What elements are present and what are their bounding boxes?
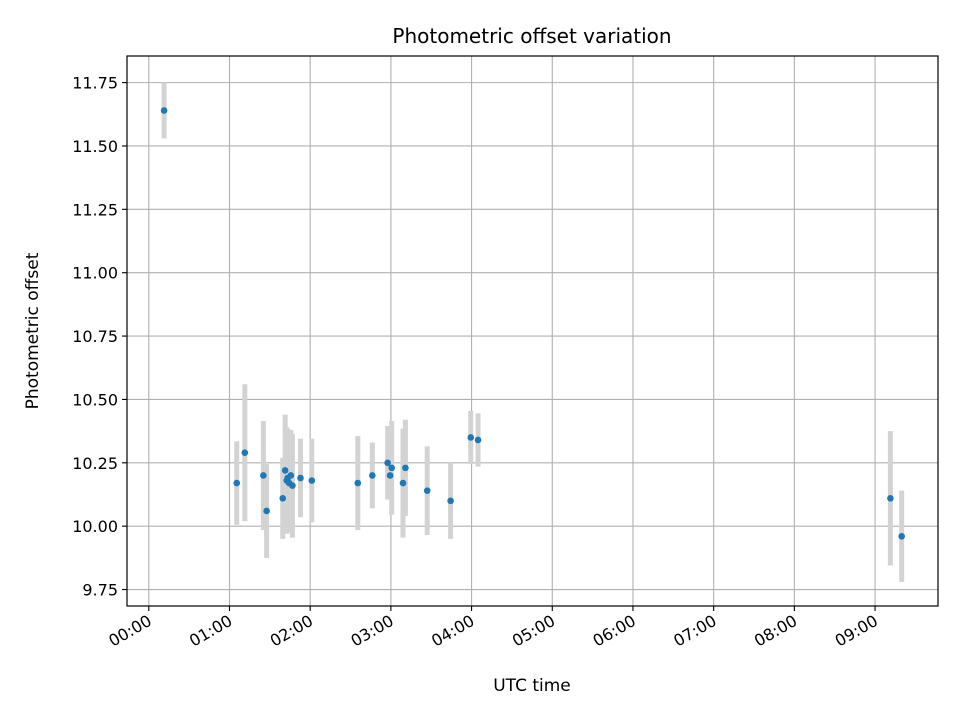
data-point	[399, 479, 407, 487]
data-point	[289, 482, 296, 489]
y-axis-label: Photometric offset	[23, 252, 43, 409]
data-point	[354, 479, 362, 487]
data-points	[160, 107, 905, 540]
y-axis-ticks: 9.75 10.00 10.25 10.50 10.75 11.00 11.25 11.50 1…	[72, 74, 127, 600]
data-point	[281, 467, 289, 474]
data-point	[160, 107, 168, 114]
y-tick-label: 10.00	[72, 517, 118, 536]
chart-title: Photometric offset variation	[392, 24, 671, 48]
data-point	[263, 507, 270, 515]
y-tick-label: 11.50	[72, 137, 118, 156]
data-point	[474, 436, 482, 444]
data-point	[887, 494, 894, 502]
y-tick-label: 11.25	[72, 200, 118, 219]
y-tick-label: 10.25	[72, 454, 118, 473]
grid-lines	[127, 56, 938, 606]
y-tick-label: 11.75	[72, 74, 118, 93]
data-point	[447, 497, 454, 505]
data-point	[402, 464, 409, 472]
x-axis-label: UTC time	[493, 676, 571, 696]
data-point	[386, 472, 394, 479]
data-point	[297, 474, 304, 482]
y-tick-label: 11.00	[72, 264, 118, 283]
plot-area	[127, 56, 938, 606]
data-point	[384, 459, 391, 467]
data-point	[308, 477, 316, 484]
data-point	[233, 479, 241, 487]
y-tick-label: 10.75	[72, 327, 118, 346]
data-point	[260, 472, 267, 479]
data-point	[279, 494, 287, 502]
y-tick-label: 9.75	[82, 581, 118, 600]
data-point	[898, 532, 905, 540]
data-point	[467, 434, 475, 441]
data-point	[423, 487, 431, 494]
data-point	[388, 464, 395, 472]
data-point	[369, 472, 376, 479]
y-tick-label: 10.50	[72, 390, 118, 409]
data-point	[241, 449, 249, 456]
plot-frame	[126, 55, 939, 607]
data-point	[287, 472, 295, 479]
